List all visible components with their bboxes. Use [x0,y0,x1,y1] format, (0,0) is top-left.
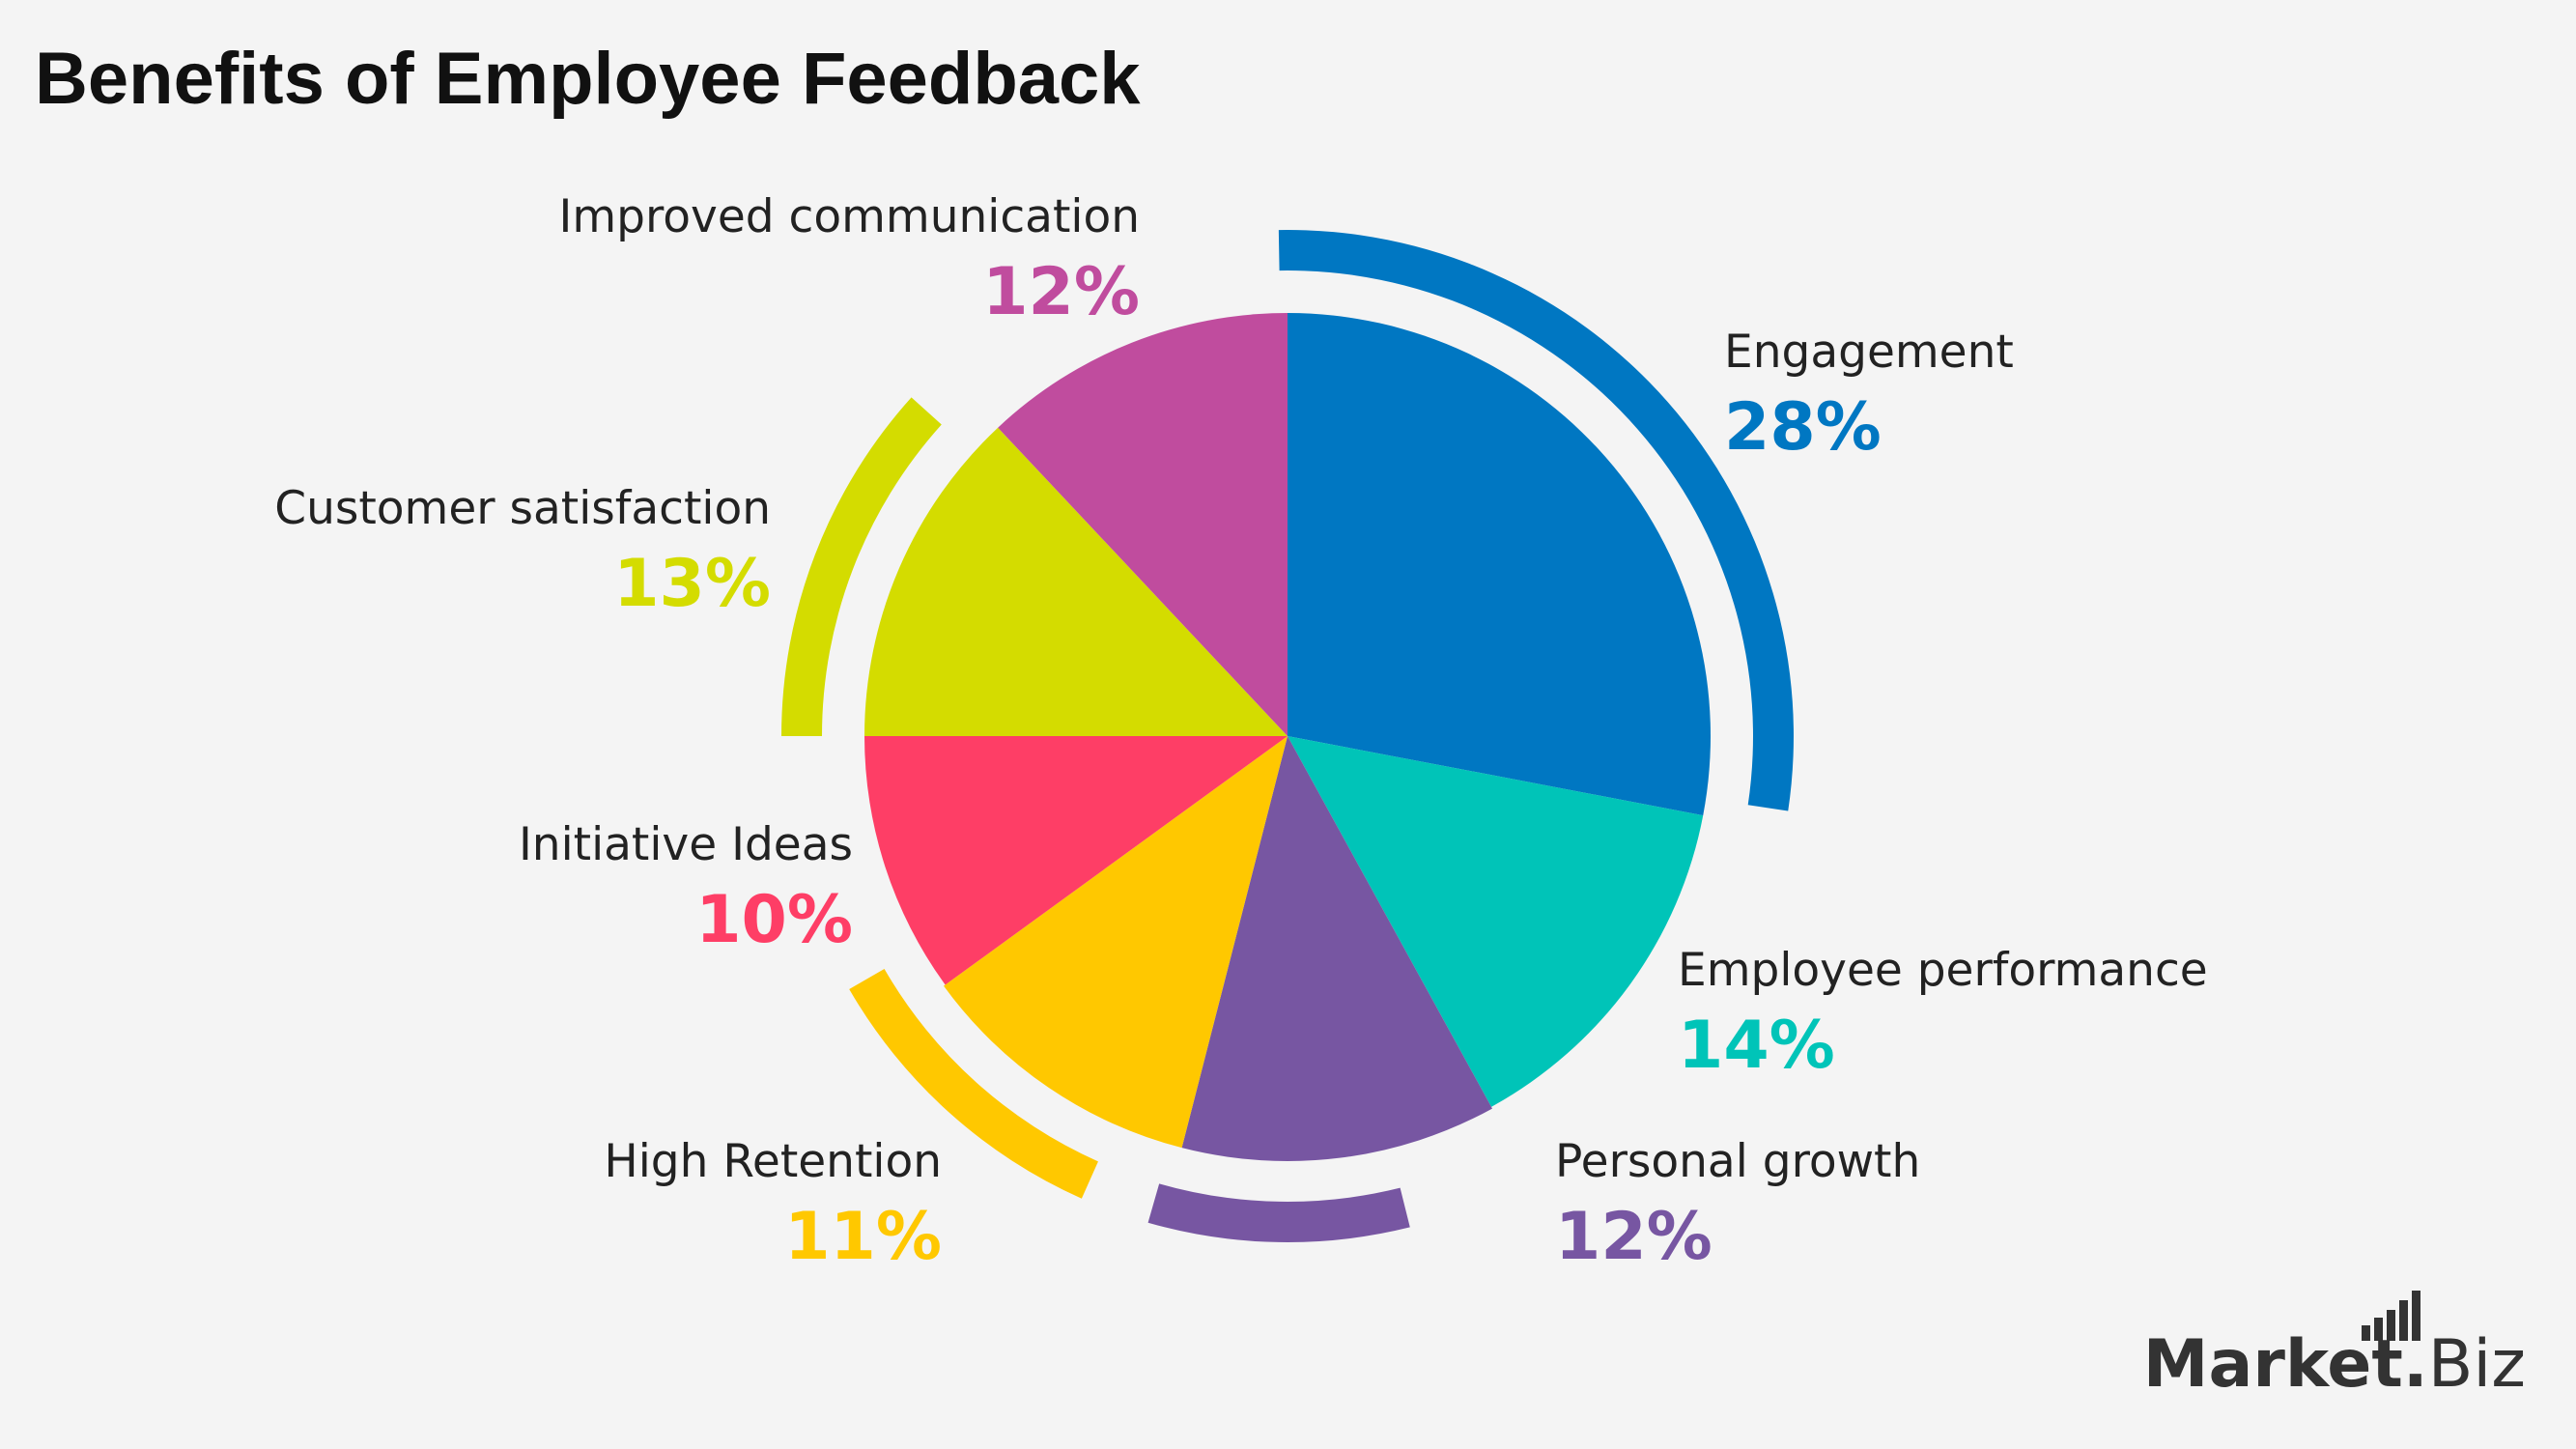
slice-improved-communication [998,313,1288,736]
outer-arcs [781,230,1794,1242]
value-initiative-ideas: 10% [695,882,853,958]
slice-engagement [1288,313,1711,816]
value-customer-satisfaction: 13% [613,546,771,622]
label-initiative-ideas: Initiative Ideas [519,818,853,871]
value-engagement: 28% [1724,389,1882,466]
brand-name: Market [2142,1326,2403,1403]
label-employee-performance: Employee performance [1678,944,2208,997]
slice-initiative-ideas [864,736,1288,985]
pie-slices [864,313,1711,1161]
brand-logo: Market.Biz [2143,1326,2526,1403]
slice-customer-satisfaction [864,427,1288,736]
brand-suffix: Biz [2427,1326,2526,1403]
slice-high-retention [944,736,1288,1149]
value-high-retention: 11% [784,1199,942,1275]
arc-personal-growth [1147,1183,1410,1242]
brand-bars-icon [2362,1291,2420,1341]
slice-labels: Engagement 28% Employee performance 14% Pers… [274,190,2207,1275]
slice-personal-growth [1181,736,1492,1161]
label-improved-communication: Improved communication [559,190,1141,243]
label-customer-satisfaction: Customer satisfaction [274,482,771,535]
label-engagement: Engagement [1724,326,2014,379]
label-personal-growth: Personal growth [1555,1135,1920,1188]
arc-customer-satisfaction [781,397,942,736]
brand-dot: . [2402,1326,2428,1403]
page-title: Benefits of Employee Feedback [35,38,1141,120]
slice-employee-performance [1288,736,1704,1107]
label-high-retention: High Retention [604,1135,942,1188]
value-personal-growth: 12% [1555,1199,1713,1275]
value-improved-communication: 12% [982,254,1140,330]
value-employee-performance: 14% [1678,1008,1835,1084]
arc-high-retention [849,969,1098,1199]
